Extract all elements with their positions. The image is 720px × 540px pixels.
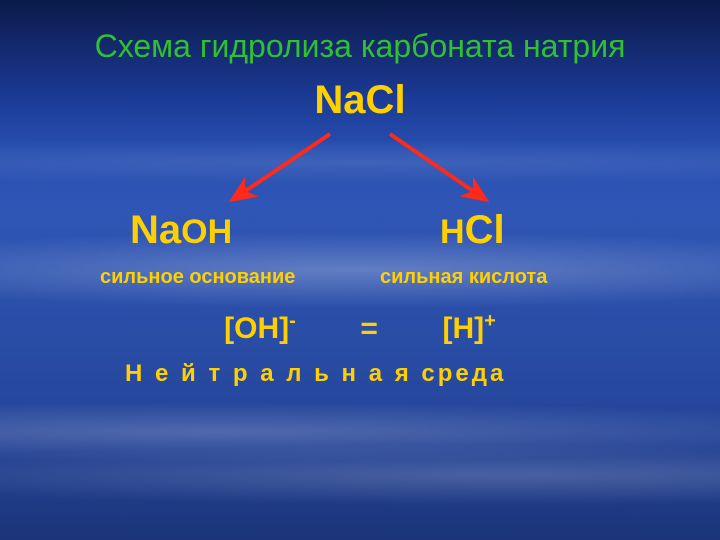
ion-right: [H]+ (443, 312, 496, 345)
ion-right-charge: + (484, 310, 496, 332)
product-left: NaОН (130, 208, 232, 253)
conclusion-text: Н е й т р а л ь н а я среда (125, 360, 506, 388)
product-right-main: Cl (465, 208, 505, 252)
product-right: НCl (440, 208, 505, 253)
ion-left-charge: - (289, 310, 296, 332)
product-left-main: Na (130, 208, 181, 252)
ion-right-base: [H] (443, 312, 485, 345)
arrow-left (232, 134, 330, 200)
slide: Схема гидролиза карбоната натрия NaCl Na… (0, 0, 720, 540)
product-right-sub: Н (440, 213, 465, 251)
ion-left-base: [OH] (224, 312, 289, 345)
ion-row: [OH]- = [H]+ (0, 310, 720, 346)
product-left-sub: ОН (181, 213, 232, 251)
slide-title: Схема гидролиза карбоната натрия (0, 28, 720, 65)
compound-formula: NaCl (0, 78, 720, 123)
arrow-right (390, 134, 486, 200)
label-right: сильная кислота (380, 266, 547, 289)
label-left: сильное основание (100, 266, 295, 289)
ion-left: [OH]- (224, 312, 304, 345)
equals-sign: = (304, 312, 434, 346)
